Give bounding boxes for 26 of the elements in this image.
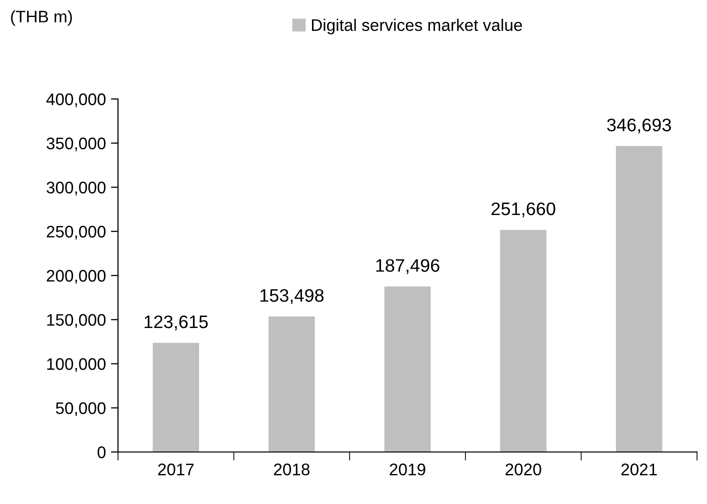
y-tick-label: 300,000 bbox=[46, 182, 106, 196]
x-tick-label: 2017 bbox=[158, 464, 194, 476]
y-tick-label: 50,000 bbox=[56, 402, 106, 416]
text: 346,693 bbox=[607, 118, 671, 134]
y-tick-label: 250,000 bbox=[46, 226, 106, 240]
y-tick-label: 100,000 bbox=[47, 358, 106, 372]
y-tick-label: 200,000 bbox=[46, 270, 106, 284]
bar bbox=[268, 316, 315, 452]
legend-label: Digital services market value bbox=[312, 18, 522, 34]
text: 123,615 bbox=[144, 315, 208, 330]
bar bbox=[616, 146, 662, 452]
y-axis-title: (THB m) bbox=[11, 10, 72, 26]
x-tick-label: 2020 bbox=[506, 464, 542, 476]
text: 153,498 bbox=[260, 289, 324, 304]
bar bbox=[384, 286, 431, 452]
x-tick-label: 2018 bbox=[274, 464, 310, 476]
y-tick-label: 150,000 bbox=[47, 314, 106, 328]
bar bbox=[500, 230, 546, 452]
text: 251,660 bbox=[492, 202, 556, 218]
x-tick-label: 2019 bbox=[390, 464, 426, 476]
text: 187,496 bbox=[376, 259, 440, 274]
bar bbox=[152, 342, 200, 452]
y-tick-label: 400,000 bbox=[46, 93, 106, 108]
x-tick-label: 2021 bbox=[621, 464, 657, 476]
y-tick-label: 350,000 bbox=[46, 138, 106, 152]
y-tick-label: 0 bbox=[98, 446, 106, 458]
